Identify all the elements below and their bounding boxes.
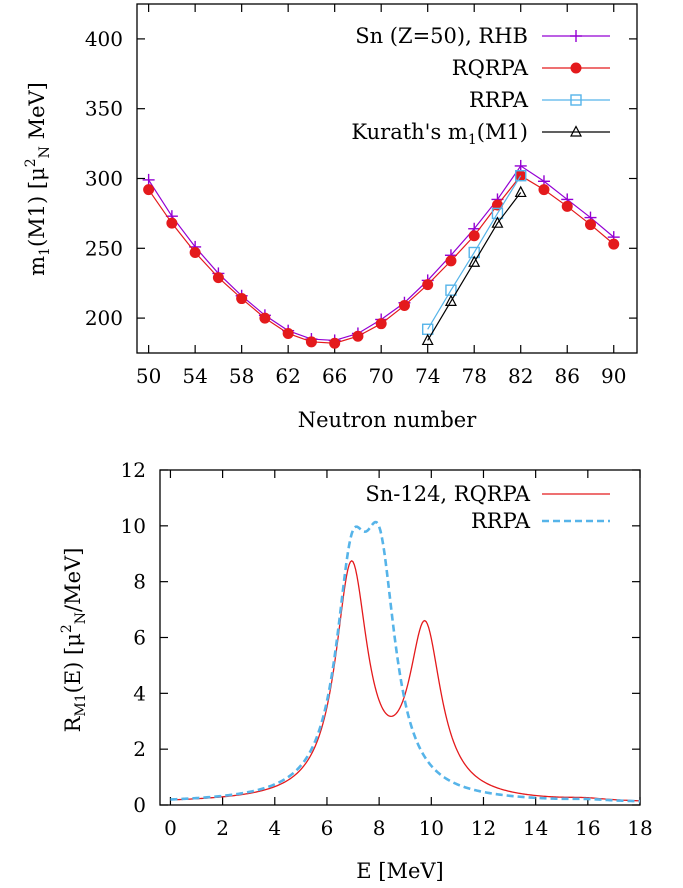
top-x-tick-label: 74	[415, 364, 440, 388]
top-x-tick-label: 86	[555, 364, 580, 388]
top-series-1-point	[259, 312, 271, 324]
top-legend-marker-1	[570, 62, 582, 74]
plot-frame-top	[136, 3, 638, 354]
top-series-group	[142, 159, 620, 349]
top-series-1-point	[608, 238, 620, 250]
top-series-1-point	[561, 200, 573, 212]
top-series-3-point	[444, 294, 457, 306]
bottom-axis-ticks: 0 2 4 6 8 10 12 14 16 18 0 2 4 6 8 10 12	[121, 458, 653, 840]
top-x-tick-label: 90	[601, 364, 626, 388]
top-x-tick-label: 54	[182, 364, 207, 388]
bottom-y-tick-label: 10	[121, 514, 146, 538]
top-x-tick-label: 66	[322, 364, 347, 388]
top-series-1-point	[398, 300, 410, 312]
top-series-1-point	[189, 246, 201, 258]
top-legend-label-1: RQRPA	[452, 56, 529, 80]
bottom-y-tick-label: 6	[133, 626, 146, 650]
bottom-x-tick-label: 18	[627, 816, 652, 840]
bottom-x-tick-label: 4	[268, 816, 281, 840]
panel-bottom: 0 2 4 6 8 10 12 14 16 18 0 2 4 6 8 10 12 Sn-124, RQRPA RR…	[59, 458, 653, 883]
top-x-axis-label: Neutron number	[298, 408, 477, 432]
top-y-axis-label: m1(M1) [μ2N MeV]	[23, 82, 53, 276]
bottom-x-tick-label: 2	[216, 816, 229, 840]
top-series-0-point	[142, 173, 155, 186]
bottom-x-tick-label: 10	[419, 816, 444, 840]
top-legend-marker-3	[570, 125, 582, 137]
top-series-1-point	[166, 217, 178, 229]
bottom-x-tick-label: 16	[575, 816, 600, 840]
top-series-3-point	[468, 255, 481, 267]
top-series-3-point	[421, 333, 434, 346]
bottom-y-tick-label: 2	[133, 737, 146, 761]
bottom-legend-label-0: Sn-124, RQRPA	[365, 482, 530, 506]
top-series-0-point	[514, 159, 527, 172]
bottom-series-curve-1	[170, 520, 641, 803]
top-series-1-point	[352, 330, 364, 342]
top-series-2-point	[515, 170, 527, 182]
top-series-1-point	[538, 184, 550, 196]
top-legend-label-0: Sn (Z=50), RHB	[355, 24, 528, 48]
top-x-tick-label: 58	[229, 364, 254, 388]
top-legend-label-3: Kurath's m1(M1)	[351, 120, 528, 148]
top-series-line-3	[427, 192, 522, 341]
top-legend-marker-2	[570, 94, 582, 106]
top-series-3-point	[491, 216, 504, 228]
bottom-legend: Sn-124, RQRPA RRPA	[365, 482, 610, 533]
top-series-1-point	[282, 327, 294, 339]
bottom-y-tick-label: 12	[121, 458, 146, 482]
bottom-x-tick-label: 12	[471, 816, 496, 840]
top-y-tick-label: 200	[85, 306, 123, 330]
top-x-tick-label: 70	[368, 364, 393, 388]
top-legend-label-2: RRPA	[469, 88, 529, 112]
top-legend-marker-0	[570, 30, 582, 42]
top-y-tick-label: 350	[85, 97, 123, 121]
bottom-y-tick-label: 4	[133, 681, 146, 705]
top-series-1-point	[236, 293, 248, 305]
bottom-y-tick-label: 0	[133, 793, 146, 817]
bottom-y-axis-label-group: RM1(E) [μ2N/MeV]	[59, 548, 89, 733]
bottom-legend-label-1: RRPA	[471, 509, 531, 533]
top-series-1-point	[445, 255, 457, 267]
bottom-series-group	[170, 520, 641, 803]
bottom-x-tick-label: 6	[321, 816, 334, 840]
top-series-1-point	[422, 279, 434, 291]
top-series-line-2	[427, 175, 522, 330]
top-x-tick-label: 50	[136, 364, 161, 388]
top-axis-ticks: 50 54 58 62 66 70 74 78 82 86 90 200 250 300 350 400	[85, 4, 637, 388]
top-series-1-point	[143, 184, 155, 196]
bottom-y-axis-label: RM1(E) [μ2N/MeV]	[59, 548, 89, 733]
top-y-tick-label: 300	[85, 167, 123, 191]
panel-top: 50 54 58 62 66 70 74 78 82 86 90 200 250 300 350 400 Sn…	[23, 3, 638, 432]
top-x-tick-label: 78	[461, 364, 486, 388]
top-x-tick-label: 62	[275, 364, 300, 388]
bottom-x-axis-label: E [MeV]	[356, 859, 444, 883]
bottom-x-tick-label: 0	[164, 816, 177, 840]
bottom-x-tick-label: 8	[373, 816, 386, 840]
top-series-1-point	[212, 272, 224, 284]
top-x-tick-label: 82	[508, 364, 533, 388]
top-series-1-point	[329, 337, 341, 349]
top-series-3-point	[514, 185, 527, 198]
top-y-tick-label: 400	[85, 27, 123, 51]
bottom-series-curve-0	[170, 559, 641, 802]
top-series-1-point	[468, 230, 480, 242]
top-legend: Sn (Z=50), RHB RQRPA RRPA Kurath's m1(M1)	[351, 24, 610, 148]
top-series-1-point	[375, 318, 387, 330]
top-series-1-point	[305, 336, 317, 348]
top-y-axis-label-group: m1(M1) [μ2N MeV]	[23, 82, 53, 276]
top-series-1-point	[584, 219, 596, 231]
bottom-x-tick-label: 14	[523, 816, 548, 840]
top-y-tick-label: 250	[85, 236, 123, 260]
bottom-y-tick-label: 8	[133, 570, 146, 594]
